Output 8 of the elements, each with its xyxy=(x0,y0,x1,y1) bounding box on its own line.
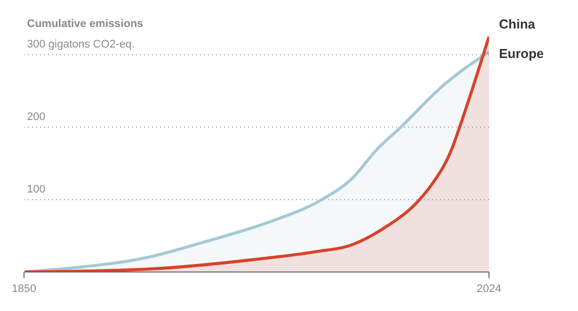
chart-title: Cumulative emissions xyxy=(27,18,144,30)
series-label: China xyxy=(499,16,536,32)
x-tick-label: 1850 xyxy=(12,283,36,295)
series-label: Europe xyxy=(499,46,544,61)
x-tick-label: 2024 xyxy=(476,283,502,295)
y-tick-label: 200 xyxy=(27,111,46,124)
y-tick-label: 100 xyxy=(27,184,46,196)
y-tick-label: 300 gigatons CO2-eq. xyxy=(27,38,135,51)
